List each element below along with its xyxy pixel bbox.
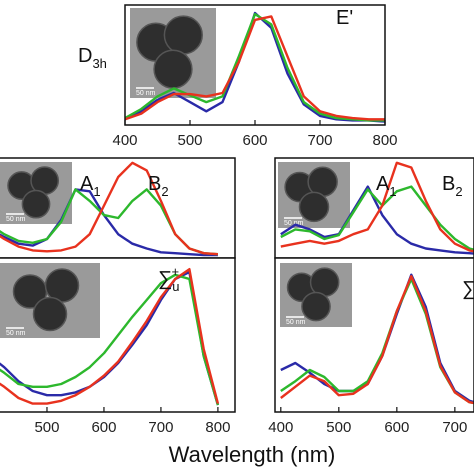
label-subscript: 3h [92, 56, 106, 71]
peak-label: ∑ [462, 278, 474, 300]
panel: 50 nm 500 600 700 800 ∑u+ [0, 257, 236, 436]
x-tick-label: 400 [112, 132, 137, 149]
spectrum-line [125, 12, 385, 122]
x-tick-label: 800 [372, 132, 397, 149]
spectrum-line [280, 185, 474, 255]
label-symbol: A [80, 173, 94, 195]
label-symbol: B [442, 173, 455, 195]
peak-label: ∑u+ [158, 264, 180, 294]
scale-bar-label: 50 nm [6, 216, 26, 223]
nanoparticle [21, 189, 51, 219]
x-tick-label: 800 [205, 419, 230, 436]
x-tick-label: 700 [307, 132, 332, 149]
x-tick-label: 500 [326, 419, 351, 436]
label-symbol: ∑ [158, 268, 172, 290]
plot-frame [0, 257, 236, 413]
label-superscript: + [172, 264, 180, 279]
label-subscript: u [172, 279, 179, 294]
spectrum-line [280, 161, 474, 253]
plot-area: 50 nm [125, 5, 385, 125]
spectrum-line [280, 275, 474, 405]
panel: 50 nm A1 B2 [0, 157, 236, 259]
x-tick-label: 500 [177, 132, 202, 149]
scale-bar-label: 50 nm [136, 90, 156, 97]
plot-area: 50 nm [275, 158, 474, 258]
x-tick-label: 400 [268, 419, 293, 436]
label-symbol: A [376, 173, 390, 195]
peak-label: B2 [442, 173, 463, 199]
x-tick-label: 600 [91, 419, 116, 436]
label-symbol: B [148, 173, 161, 195]
label-subscript: 1 [389, 184, 396, 199]
scale-bar-label: 50 nm [6, 330, 26, 337]
label-subscript: 2 [161, 184, 168, 199]
panel: 50 nm 400 500 600 700 800 D3h E' [78, 4, 398, 149]
x-tick-label: 700 [148, 419, 173, 436]
peak-label: B2 [148, 173, 169, 199]
spectrum-line [0, 268, 220, 405]
peak-label: A1 [376, 173, 397, 199]
peak-label: D3h [78, 45, 107, 71]
spectrum-line [125, 15, 385, 121]
x-tick-label: 600 [242, 132, 267, 149]
spectrum-line [280, 185, 474, 251]
peak-label: A1 [80, 173, 101, 199]
plot-area: 50 nm [0, 158, 235, 258]
label-symbol: E' [336, 7, 353, 29]
scale-bar-label: 50 nm [286, 319, 306, 326]
x-axis-label: Wavelength (nm) [169, 442, 336, 467]
nanoparticle [298, 191, 330, 223]
x-tick-label: 700 [442, 419, 467, 436]
nanoparticle [153, 49, 193, 89]
nanoparticle [301, 291, 331, 322]
plot-area: 50 nm [0, 258, 235, 412]
scale-bar-label: 50 nm [284, 220, 304, 227]
spectrum-line [0, 161, 218, 256]
peak-label: E' [336, 7, 353, 29]
panel: 50 nm A1 B2 [274, 157, 474, 259]
plot-area: 50 nm [275, 258, 474, 412]
x-tick-label: 500 [34, 419, 59, 436]
label-subscript: 2 [455, 184, 462, 199]
label-symbol: ∑ [462, 278, 474, 300]
plot-frame [274, 257, 474, 413]
label-subscript: 1 [93, 184, 100, 199]
x-tick-label: 600 [384, 419, 409, 436]
nanoparticle [32, 296, 68, 332]
nanoparticle [163, 15, 203, 55]
panel: 50 nm 400 500 600 700 ∑ [268, 257, 474, 436]
label-symbol: D [78, 45, 92, 67]
